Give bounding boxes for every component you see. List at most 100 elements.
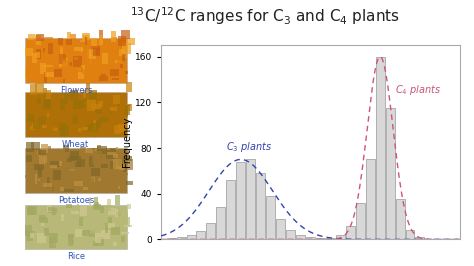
Bar	[286, 230, 295, 239]
FancyBboxPatch shape	[114, 125, 124, 132]
FancyBboxPatch shape	[115, 60, 122, 63]
FancyBboxPatch shape	[38, 179, 40, 181]
FancyBboxPatch shape	[44, 183, 52, 187]
FancyBboxPatch shape	[44, 65, 53, 68]
FancyBboxPatch shape	[116, 166, 126, 170]
FancyBboxPatch shape	[118, 124, 126, 132]
FancyBboxPatch shape	[52, 49, 56, 58]
FancyBboxPatch shape	[91, 177, 95, 182]
FancyBboxPatch shape	[61, 214, 64, 221]
Bar	[296, 235, 305, 239]
FancyBboxPatch shape	[74, 57, 78, 60]
FancyBboxPatch shape	[52, 46, 57, 52]
FancyBboxPatch shape	[76, 204, 79, 210]
Bar	[406, 230, 414, 239]
FancyBboxPatch shape	[121, 55, 125, 61]
FancyBboxPatch shape	[91, 103, 100, 110]
FancyBboxPatch shape	[126, 106, 128, 117]
FancyBboxPatch shape	[74, 160, 81, 162]
FancyBboxPatch shape	[91, 213, 93, 219]
FancyBboxPatch shape	[65, 39, 73, 45]
FancyBboxPatch shape	[46, 177, 50, 188]
FancyBboxPatch shape	[26, 119, 34, 122]
FancyBboxPatch shape	[108, 199, 111, 205]
FancyBboxPatch shape	[90, 61, 92, 65]
FancyBboxPatch shape	[113, 159, 122, 169]
FancyBboxPatch shape	[88, 124, 97, 132]
FancyBboxPatch shape	[99, 76, 108, 81]
FancyBboxPatch shape	[48, 207, 55, 211]
FancyBboxPatch shape	[73, 49, 77, 60]
FancyBboxPatch shape	[107, 148, 110, 151]
FancyBboxPatch shape	[84, 49, 89, 59]
FancyBboxPatch shape	[50, 241, 57, 245]
FancyBboxPatch shape	[93, 48, 100, 56]
Bar	[336, 235, 345, 239]
FancyBboxPatch shape	[67, 234, 74, 238]
FancyBboxPatch shape	[37, 98, 41, 104]
FancyBboxPatch shape	[115, 195, 119, 205]
Bar	[386, 108, 394, 239]
FancyBboxPatch shape	[95, 233, 98, 243]
FancyBboxPatch shape	[110, 69, 119, 76]
FancyBboxPatch shape	[43, 214, 47, 219]
FancyBboxPatch shape	[87, 49, 96, 59]
FancyBboxPatch shape	[46, 99, 51, 109]
Bar	[376, 57, 384, 239]
FancyBboxPatch shape	[125, 71, 128, 74]
FancyBboxPatch shape	[68, 63, 72, 66]
FancyBboxPatch shape	[99, 31, 103, 40]
FancyBboxPatch shape	[101, 230, 110, 239]
FancyBboxPatch shape	[26, 217, 35, 225]
FancyBboxPatch shape	[70, 169, 75, 171]
FancyBboxPatch shape	[118, 159, 123, 166]
Text: C$_3$ plants: C$_3$ plants	[226, 140, 272, 154]
FancyBboxPatch shape	[121, 43, 131, 55]
FancyBboxPatch shape	[90, 130, 97, 133]
FancyBboxPatch shape	[49, 237, 56, 248]
FancyBboxPatch shape	[48, 43, 53, 54]
FancyBboxPatch shape	[50, 165, 57, 168]
FancyBboxPatch shape	[107, 148, 116, 159]
Bar	[227, 180, 235, 239]
FancyBboxPatch shape	[107, 152, 116, 155]
FancyBboxPatch shape	[127, 204, 131, 209]
FancyBboxPatch shape	[38, 155, 46, 157]
FancyBboxPatch shape	[115, 209, 118, 217]
FancyBboxPatch shape	[100, 164, 104, 173]
FancyBboxPatch shape	[26, 233, 33, 241]
FancyBboxPatch shape	[80, 40, 87, 42]
FancyBboxPatch shape	[64, 189, 73, 192]
FancyBboxPatch shape	[36, 52, 40, 57]
FancyBboxPatch shape	[58, 38, 63, 45]
Bar	[276, 219, 285, 239]
FancyBboxPatch shape	[97, 60, 106, 67]
FancyBboxPatch shape	[38, 150, 46, 157]
FancyBboxPatch shape	[111, 227, 120, 235]
FancyBboxPatch shape	[95, 202, 99, 209]
FancyBboxPatch shape	[27, 207, 34, 215]
FancyBboxPatch shape	[71, 211, 79, 214]
FancyBboxPatch shape	[46, 72, 54, 77]
FancyBboxPatch shape	[109, 113, 115, 122]
FancyBboxPatch shape	[80, 206, 87, 217]
FancyBboxPatch shape	[59, 58, 67, 67]
FancyBboxPatch shape	[75, 229, 82, 237]
FancyBboxPatch shape	[27, 155, 32, 162]
FancyBboxPatch shape	[36, 150, 38, 155]
FancyBboxPatch shape	[83, 35, 89, 43]
FancyBboxPatch shape	[49, 234, 58, 243]
FancyBboxPatch shape	[101, 107, 107, 117]
FancyBboxPatch shape	[40, 64, 46, 74]
FancyBboxPatch shape	[91, 38, 97, 48]
FancyBboxPatch shape	[88, 51, 91, 58]
FancyBboxPatch shape	[118, 186, 120, 189]
FancyBboxPatch shape	[112, 78, 119, 80]
FancyBboxPatch shape	[107, 223, 115, 228]
FancyBboxPatch shape	[59, 160, 65, 164]
FancyBboxPatch shape	[46, 213, 54, 218]
FancyBboxPatch shape	[25, 69, 27, 78]
FancyBboxPatch shape	[78, 128, 81, 132]
FancyBboxPatch shape	[78, 100, 85, 108]
FancyBboxPatch shape	[110, 107, 117, 111]
